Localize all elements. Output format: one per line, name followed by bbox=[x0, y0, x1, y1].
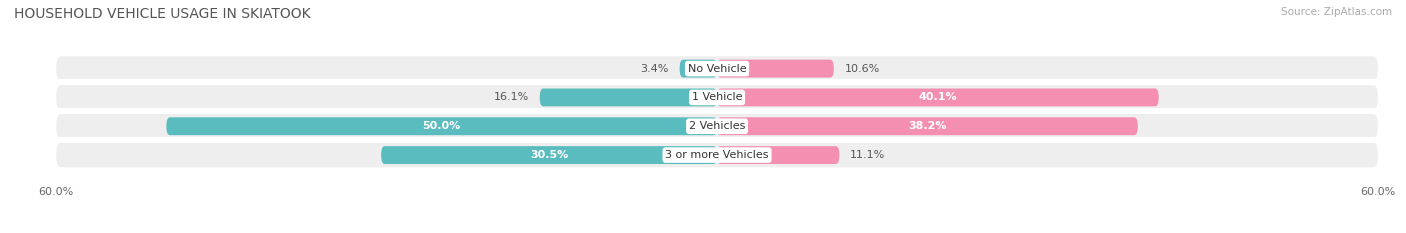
FancyBboxPatch shape bbox=[679, 60, 717, 78]
FancyBboxPatch shape bbox=[56, 143, 1378, 167]
Text: 3.4%: 3.4% bbox=[640, 64, 669, 74]
Text: 30.5%: 30.5% bbox=[530, 150, 568, 160]
FancyBboxPatch shape bbox=[381, 146, 717, 164]
FancyBboxPatch shape bbox=[56, 56, 1378, 81]
Text: No Vehicle: No Vehicle bbox=[688, 64, 747, 74]
Text: Source: ZipAtlas.com: Source: ZipAtlas.com bbox=[1281, 7, 1392, 17]
FancyBboxPatch shape bbox=[717, 146, 839, 164]
Legend: Owner-occupied, Renter-occupied: Owner-occupied, Renter-occupied bbox=[598, 230, 837, 233]
Text: 10.6%: 10.6% bbox=[845, 64, 880, 74]
FancyBboxPatch shape bbox=[56, 114, 1378, 138]
FancyBboxPatch shape bbox=[717, 117, 1137, 135]
FancyBboxPatch shape bbox=[717, 60, 834, 78]
FancyBboxPatch shape bbox=[56, 85, 1378, 110]
Text: HOUSEHOLD VEHICLE USAGE IN SKIATOOK: HOUSEHOLD VEHICLE USAGE IN SKIATOOK bbox=[14, 7, 311, 21]
Text: 40.1%: 40.1% bbox=[918, 93, 957, 103]
FancyBboxPatch shape bbox=[540, 89, 717, 106]
Text: 1 Vehicle: 1 Vehicle bbox=[692, 93, 742, 103]
Text: 16.1%: 16.1% bbox=[494, 93, 529, 103]
FancyBboxPatch shape bbox=[717, 89, 1159, 106]
Text: 38.2%: 38.2% bbox=[908, 121, 946, 131]
Text: 2 Vehicles: 2 Vehicles bbox=[689, 121, 745, 131]
Text: 50.0%: 50.0% bbox=[423, 121, 461, 131]
Text: 3 or more Vehicles: 3 or more Vehicles bbox=[665, 150, 769, 160]
FancyBboxPatch shape bbox=[166, 117, 717, 135]
Text: 11.1%: 11.1% bbox=[851, 150, 886, 160]
